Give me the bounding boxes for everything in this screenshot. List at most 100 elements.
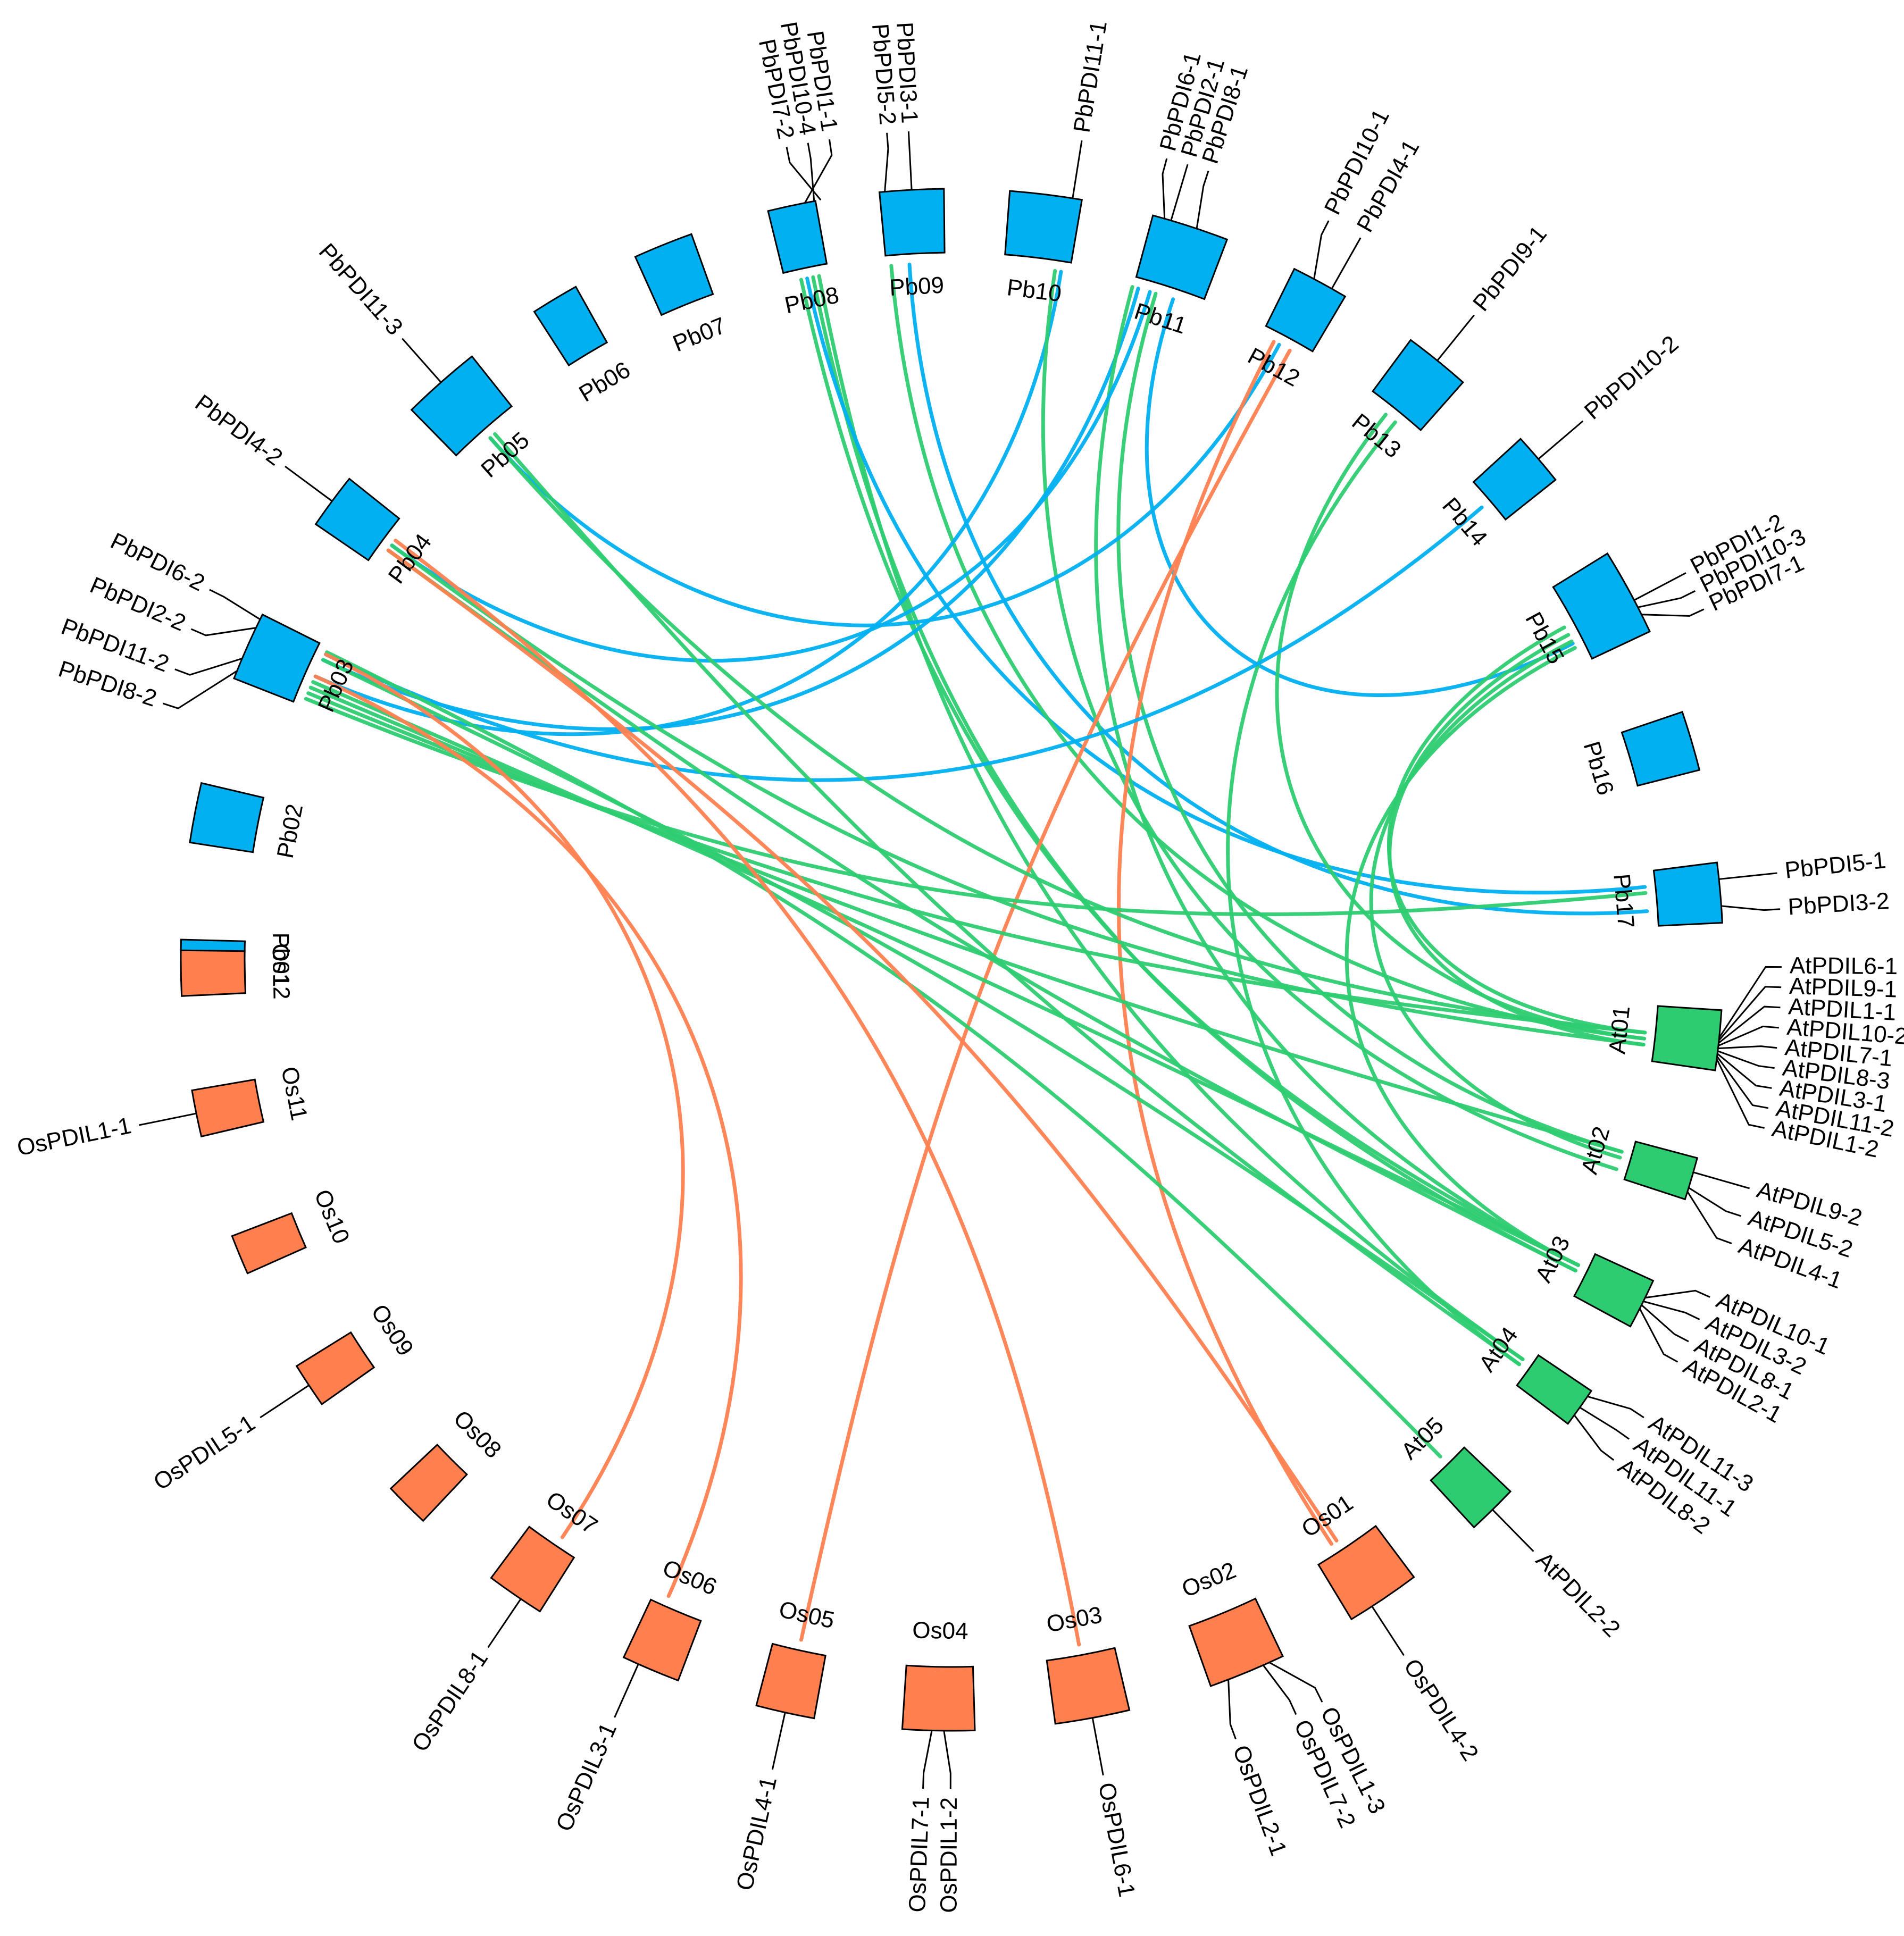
gene-label: AtPDIL9-1 — [1789, 973, 1897, 1003]
gene-label: OsPDIL4-2 — [1399, 1654, 1484, 1765]
chromosome-label: Pb16 — [1579, 739, 1619, 798]
chromosome-at04[interactable] — [1516, 1354, 1593, 1425]
chromosome-label: Pb07 — [669, 312, 730, 357]
gene-leader-line — [190, 627, 256, 636]
synteny-link-os — [324, 652, 685, 1539]
chromosome-label: Pb14 — [1437, 493, 1492, 551]
chromosome-os07[interactable] — [490, 1526, 575, 1613]
chromosome-pb13[interactable] — [1372, 339, 1464, 432]
gene-label: OsPDIL1-2 — [936, 1797, 962, 1913]
links-layer — [304, 262, 1649, 1647]
gene-leader-line — [1196, 170, 1209, 229]
gene-leader-line — [1686, 1191, 1732, 1244]
gene-leader-line — [1331, 237, 1362, 289]
gene-leader-line — [209, 589, 261, 621]
chromosome-os08[interactable] — [389, 1444, 468, 1522]
synteny-link-at — [493, 432, 1521, 1367]
chromosome-pb03[interactable] — [233, 613, 321, 703]
chromosome-os02[interactable] — [1188, 1597, 1284, 1687]
chromosome-pb04[interactable] — [314, 477, 400, 561]
synteny-link-os — [1117, 340, 1333, 1546]
chromosome-pb08[interactable] — [767, 200, 828, 274]
chromosome-os04[interactable] — [901, 1664, 976, 1732]
gene-label: OsPDIL2-1 — [1227, 1742, 1291, 1859]
chromosome-label: Pb11 — [1131, 298, 1190, 339]
gene-leader-line — [1716, 1059, 1765, 1129]
chromosome-pb02[interactable] — [189, 782, 265, 853]
chromosome-os10[interactable] — [231, 1212, 307, 1275]
chromosome-os12[interactable] — [180, 949, 247, 997]
gene-leader-line — [1437, 314, 1475, 362]
gene-leader-line — [1072, 140, 1083, 199]
synteny-link-pb — [488, 342, 1281, 627]
chromosome-at02[interactable] — [1623, 1141, 1699, 1201]
gene-label: OsPDIL6-1 — [1093, 1781, 1140, 1899]
gene-leader-line — [1718, 966, 1782, 1038]
gene-leader-line — [943, 1730, 951, 1790]
chromosome-pb06[interactable] — [533, 286, 608, 367]
synteny-link-at — [889, 264, 1647, 1041]
gene-leader-line — [1579, 1406, 1630, 1440]
chromosome-pb15[interactable] — [1552, 552, 1651, 660]
gene-leader-line — [1091, 1717, 1104, 1776]
synteny-link-os — [313, 674, 743, 1598]
gene-label: PbPDI4-2 — [190, 390, 287, 471]
gene-leader-line — [1643, 1301, 1700, 1320]
chromosome-at05[interactable] — [1430, 1446, 1512, 1529]
synteny-link-at — [308, 685, 1624, 1154]
synteny-link-os — [799, 348, 1292, 1642]
chromosome-at03[interactable] — [1573, 1253, 1655, 1328]
gene-label: PbPDI9-1 — [1468, 221, 1552, 316]
gene-leader-line — [1716, 1055, 1769, 1109]
chromosome-os11[interactable] — [191, 1078, 265, 1138]
chromosome-at01[interactable] — [1651, 1005, 1723, 1071]
gene-leader-line — [922, 1730, 933, 1789]
gene-leader-line — [1227, 1679, 1237, 1740]
chromosome-pb12[interactable] — [1265, 267, 1347, 353]
chromosome-os03[interactable] — [1046, 1647, 1131, 1725]
gene-label: OsPDIL1-1 — [15, 1112, 133, 1161]
chromosome-os05[interactable] — [755, 1642, 826, 1720]
chromosome-pb16[interactable] — [1621, 711, 1701, 787]
chromosome-pb10[interactable] — [1004, 190, 1083, 264]
synteny-link-pb — [390, 290, 1152, 663]
chromosome-os09[interactable] — [295, 1331, 375, 1405]
chromosome-label: Os05 — [776, 1596, 837, 1634]
gene-leader-line — [1718, 986, 1782, 1041]
synteny-link-at — [1041, 269, 1618, 1171]
chromosome-pb17[interactable] — [1652, 861, 1723, 927]
chromosome-pb05[interactable] — [410, 355, 513, 457]
gene-leader-line — [487, 1598, 522, 1648]
gene-leader-line — [1162, 158, 1168, 219]
gene-leader-line — [1717, 1050, 1775, 1069]
synteny-link-os — [394, 539, 1081, 1647]
synteny-link-at — [1094, 285, 1580, 1267]
gene-leader-line — [1633, 572, 1686, 601]
chromosome-os01[interactable] — [1317, 1524, 1415, 1621]
gene-label: AtPDIL1-1 — [1788, 993, 1897, 1026]
chromosome-os06[interactable] — [622, 1598, 702, 1682]
gene-leader-line — [1170, 164, 1189, 221]
chromosome-label: Pb06 — [574, 357, 634, 407]
chromosome-pb14[interactable] — [1472, 438, 1557, 521]
gene-leader-line — [1641, 608, 1705, 617]
synteny-link-at — [311, 680, 1580, 1267]
gene-leader-line — [804, 139, 833, 204]
gene-leader-line — [807, 143, 815, 202]
gene-leader-line — [1268, 1662, 1323, 1703]
gene-label: OsPDIL8-1 — [407, 1646, 493, 1756]
synteny-link-at — [390, 543, 1646, 1047]
synteny-link-at — [488, 436, 1647, 1035]
gene-leader-line — [1587, 1395, 1644, 1419]
gene-label: OsPDIL4-1 — [731, 1774, 782, 1893]
chromosome-pb09[interactable] — [878, 188, 946, 257]
chromosome-pb11[interactable] — [1135, 214, 1229, 300]
gene-leader-line — [1313, 220, 1330, 279]
chromosome-pb07[interactable] — [634, 233, 714, 316]
gene-leader-line — [1717, 1053, 1772, 1089]
chromosome-label: At01 — [1604, 1004, 1635, 1055]
synteny-link-at — [386, 548, 1577, 1273]
gene-leader-line — [1638, 590, 1696, 608]
